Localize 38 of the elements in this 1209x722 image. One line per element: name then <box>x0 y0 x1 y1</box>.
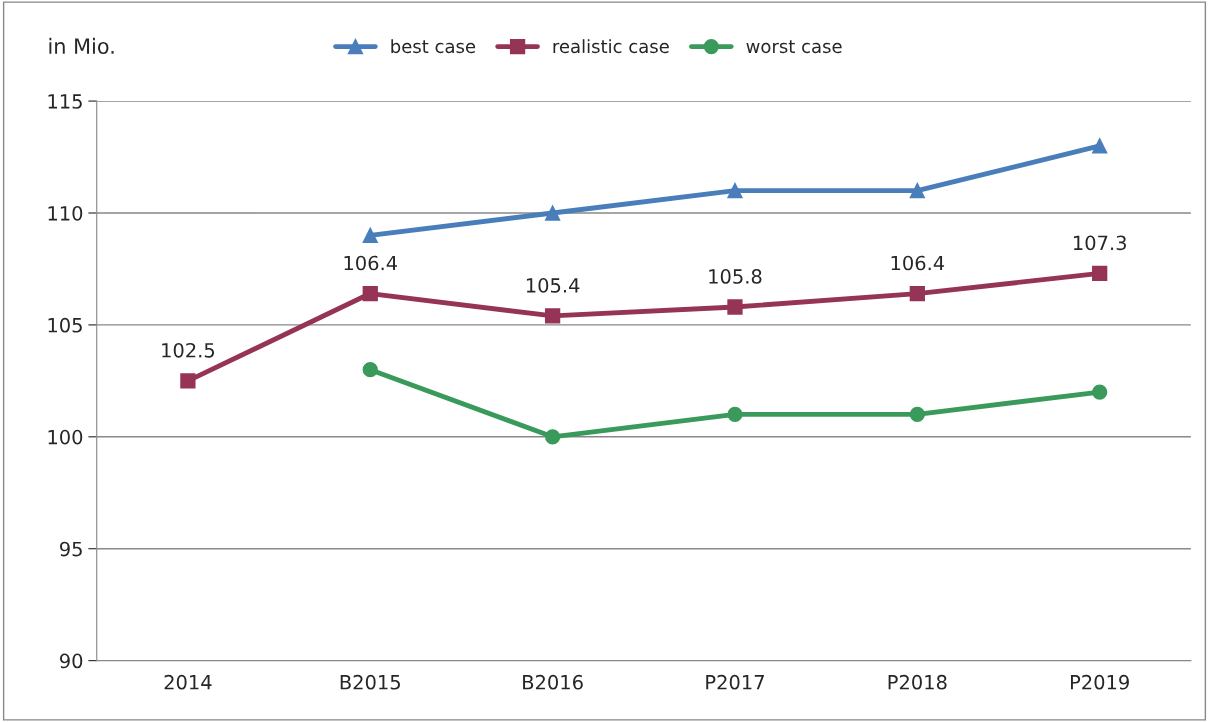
x-tick-label: P2017 <box>706 674 764 690</box>
point <box>727 182 743 199</box>
point <box>909 182 925 199</box>
y-tick-label: 100 <box>48 429 83 445</box>
point <box>362 285 378 302</box>
legend-label: worst case <box>746 40 842 54</box>
data-label: 105.4 <box>526 278 580 293</box>
y-tick-label: 110 <box>48 205 83 221</box>
point <box>544 308 561 324</box>
point <box>362 227 378 244</box>
x-tick-label: P2019 <box>1070 674 1129 690</box>
x-tick-label: B2015 <box>340 674 400 690</box>
y-tick-label: 115 <box>48 94 82 109</box>
data-label: 106.4 <box>344 255 397 271</box>
data-label: 107.3 <box>1073 235 1126 251</box>
data-label: 106.4 <box>891 255 945 271</box>
point <box>727 406 743 423</box>
x-tick-label: P2018 <box>888 674 947 690</box>
data-label: 102.5 <box>162 342 215 358</box>
point <box>909 406 925 423</box>
point <box>727 299 743 315</box>
point <box>180 373 196 389</box>
point <box>909 285 925 302</box>
x-tick-label: B2016 <box>523 674 583 690</box>
point <box>362 362 378 378</box>
legend-label: best case <box>391 39 476 54</box>
point <box>1092 384 1108 400</box>
y-tick-label: 95 <box>60 541 82 557</box>
x-tick-label: 2014 <box>164 674 212 690</box>
point <box>1092 265 1108 282</box>
y-axis-title: in Mio. <box>49 37 114 54</box>
data-label: 105.8 <box>709 269 762 284</box>
legend-label: realistic case <box>553 39 669 54</box>
point <box>544 205 561 221</box>
y-tick-label: 90 <box>60 653 83 669</box>
y-tick-label: 105 <box>48 317 82 333</box>
point <box>544 429 561 445</box>
point <box>1092 138 1108 154</box>
